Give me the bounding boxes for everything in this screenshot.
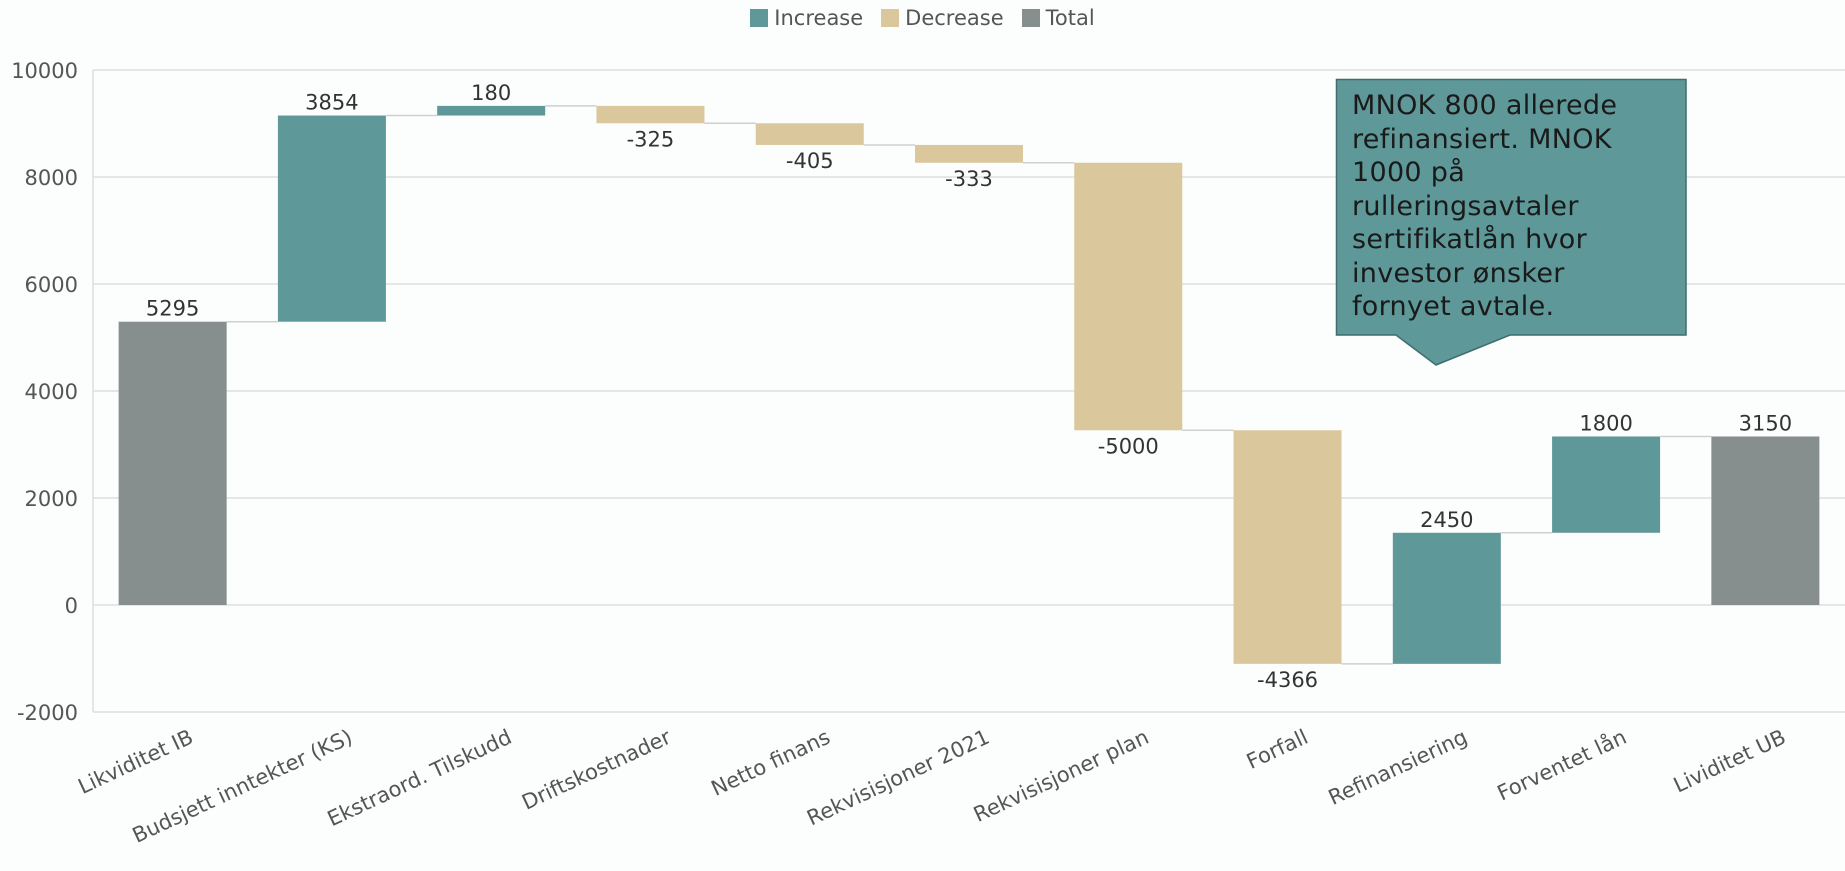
bar-decrease <box>1074 162 1183 431</box>
data-label: 180 <box>471 81 511 105</box>
data-label: 3150 <box>1739 411 1792 435</box>
x-tick-label: Refinansiering <box>1325 725 1471 810</box>
x-tick-label: Likviditet IB <box>74 725 196 799</box>
annotation-text: MNOK 800 allerede refinansiert. MNOK 100… <box>1352 90 1618 322</box>
y-tick-label: -2000 <box>17 701 78 725</box>
bar-increase <box>1392 532 1501 664</box>
bar-decrease <box>915 144 1023 163</box>
legend-item-decrease: Decrease <box>881 6 1004 30</box>
x-tick-label: Driftskostnader <box>518 725 675 815</box>
legend-item-increase: Increase <box>750 6 863 30</box>
chart-legend: Increase Decrease Total <box>0 6 1845 30</box>
x-tick-label: Forfall <box>1243 725 1312 774</box>
bar-increase <box>437 105 546 116</box>
bar-increase <box>277 115 386 322</box>
callout-shape <box>1335 78 1687 366</box>
y-tick-label: 0 <box>65 594 78 618</box>
annotation-callout: MNOK 800 allerede refinansiert. MNOK 100… <box>1335 78 1687 366</box>
bar-decrease <box>1233 430 1342 664</box>
data-label: 3854 <box>305 91 358 115</box>
y-tick-label: 8000 <box>25 166 78 190</box>
bar-increase <box>1552 436 1661 533</box>
legend-label-decrease: Decrease <box>905 6 1004 30</box>
data-label: -325 <box>627 127 675 151</box>
legend-item-total: Total <box>1021 6 1095 30</box>
legend-swatch-increase <box>750 9 769 27</box>
x-tick-label: Lividitet UB <box>1670 725 1790 798</box>
x-tick-label: Netto finans <box>707 725 833 801</box>
data-label: -333 <box>945 167 993 191</box>
legend-swatch-decrease <box>881 9 900 27</box>
y-tick-label: 4000 <box>25 380 78 404</box>
x-tick-label: Forventet lån <box>1493 724 1630 806</box>
data-label: -4366 <box>1257 668 1318 692</box>
data-label: -5000 <box>1098 434 1159 458</box>
y-tick-label: 10000 <box>11 59 78 83</box>
bar-decrease <box>596 105 705 124</box>
legend-label-total: Total <box>1045 6 1095 30</box>
legend-swatch-total <box>1021 9 1040 27</box>
y-tick-label: 2000 <box>25 487 78 511</box>
bar-decrease <box>755 123 864 145</box>
data-label: 1800 <box>1579 411 1632 435</box>
data-label: 2450 <box>1420 508 1473 532</box>
legend-label-increase: Increase <box>774 6 864 30</box>
bar-total <box>118 321 227 605</box>
data-label: 5295 <box>146 297 199 321</box>
y-tick-label: 6000 <box>25 273 78 297</box>
data-label: -405 <box>786 149 834 173</box>
x-tick-label: Rekvisisjoner 2021 <box>803 725 993 831</box>
x-tick-label: Rekvisisjoner plan <box>970 725 1153 827</box>
bar-total <box>1711 436 1820 605</box>
